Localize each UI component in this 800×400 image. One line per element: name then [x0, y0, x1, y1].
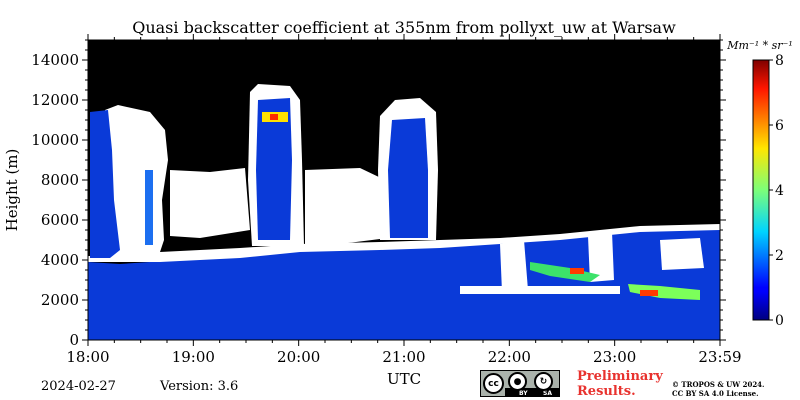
colorbar-tick-label-3: 6: [775, 118, 784, 134]
colorbar-tick-label-1: 2: [775, 248, 784, 264]
copyright-line-1: © TROPOS & UW 2024.: [672, 380, 765, 389]
x-tick-label-4: 22:00: [488, 348, 531, 366]
colorbar-unit-label: Mm⁻¹ * sr⁻¹: [726, 39, 793, 52]
cloud-column-1-core: [90, 110, 120, 258]
preliminary-line-1: Preliminary: [577, 369, 663, 384]
x-tick-label-6: 23:59: [698, 348, 741, 366]
colorbar-tick-label-4: 8: [775, 53, 784, 69]
aerosol-feature-2: [628, 284, 700, 300]
streak-region: [170, 168, 250, 238]
y-tick-label-6: 12000: [31, 91, 79, 109]
chart-title: Quasi backscatter coefficient at 355nm f…: [132, 18, 676, 37]
colorbar: [752, 59, 770, 321]
cloud-gap-1: [500, 240, 528, 292]
x-axis-label: UTC: [387, 370, 421, 388]
cloud-column-3-core: [388, 118, 428, 238]
attribution-icon: ●: [508, 372, 527, 391]
x-tick-label-1: 19:00: [172, 348, 215, 366]
x-tick-label-5: 23:00: [593, 348, 636, 366]
cloud-low-strip: [460, 286, 620, 294]
x-tick-label-0: 18:00: [66, 348, 109, 366]
cc-license-badge: cc BY SA ● ↻: [480, 370, 560, 397]
aerosol-feature-3: [660, 238, 704, 270]
license-strip: BY SA: [505, 388, 559, 397]
cloud-band: [88, 224, 720, 262]
aerosol-feature-red: [570, 268, 584, 274]
license-by-label: BY: [519, 390, 528, 397]
preliminary-notice: Preliminary Results.: [577, 369, 663, 399]
cc-icon: cc: [483, 373, 504, 394]
x-axis: 18:00 19:00 20:00 21:00 22:00 23:00 23:59: [66, 34, 742, 366]
cloud-column-1-streak: [145, 170, 153, 245]
cloud-column-2-core: [256, 98, 292, 240]
software-version: Version: 3.6: [160, 379, 239, 394]
measurement-date: 2024-02-27: [41, 379, 116, 394]
aerosol-feature-1: [530, 262, 600, 282]
y-tick-label-0: 0: [69, 331, 79, 349]
colorbar-ticks: 0 2 4 6 8: [769, 53, 784, 329]
aerosol-feature-red-2: [640, 290, 658, 296]
y-tick-label-5: 10000: [31, 131, 79, 149]
y-tick-label-1: 2000: [41, 291, 79, 309]
y-tick-label-7: 14000: [31, 51, 79, 69]
copyright-line-2: CC BY SA 4.0 License.: [672, 389, 759, 398]
x-tick-label-3: 21:00: [382, 348, 425, 366]
y-tick-label-3: 6000: [41, 211, 79, 229]
streak-region-2: [305, 168, 388, 244]
license-sa-label: SA: [543, 390, 552, 397]
preliminary-line-2: Results.: [577, 384, 636, 399]
y-tick-label-4: 8000: [41, 171, 79, 189]
y-axis-label: Height (m): [3, 149, 21, 232]
colorbar-tick-label-2: 4: [775, 183, 784, 199]
cloud-gap-2: [588, 232, 614, 282]
x-tick-label-2: 20:00: [277, 348, 320, 366]
share-alike-icon: ↻: [534, 372, 553, 391]
cloud-column-2-peak-red: [270, 114, 278, 120]
colorbar-tick-label-0: 0: [775, 313, 784, 329]
plot-area: [88, 40, 720, 340]
y-axis: 0 2000 4000 6000 8000 10000 12000 14000: [31, 39, 726, 349]
y-tick-label-2: 4000: [41, 251, 79, 269]
copyright-notice: © TROPOS & UW 2024. CC BY SA 4.0 License…: [672, 380, 765, 398]
